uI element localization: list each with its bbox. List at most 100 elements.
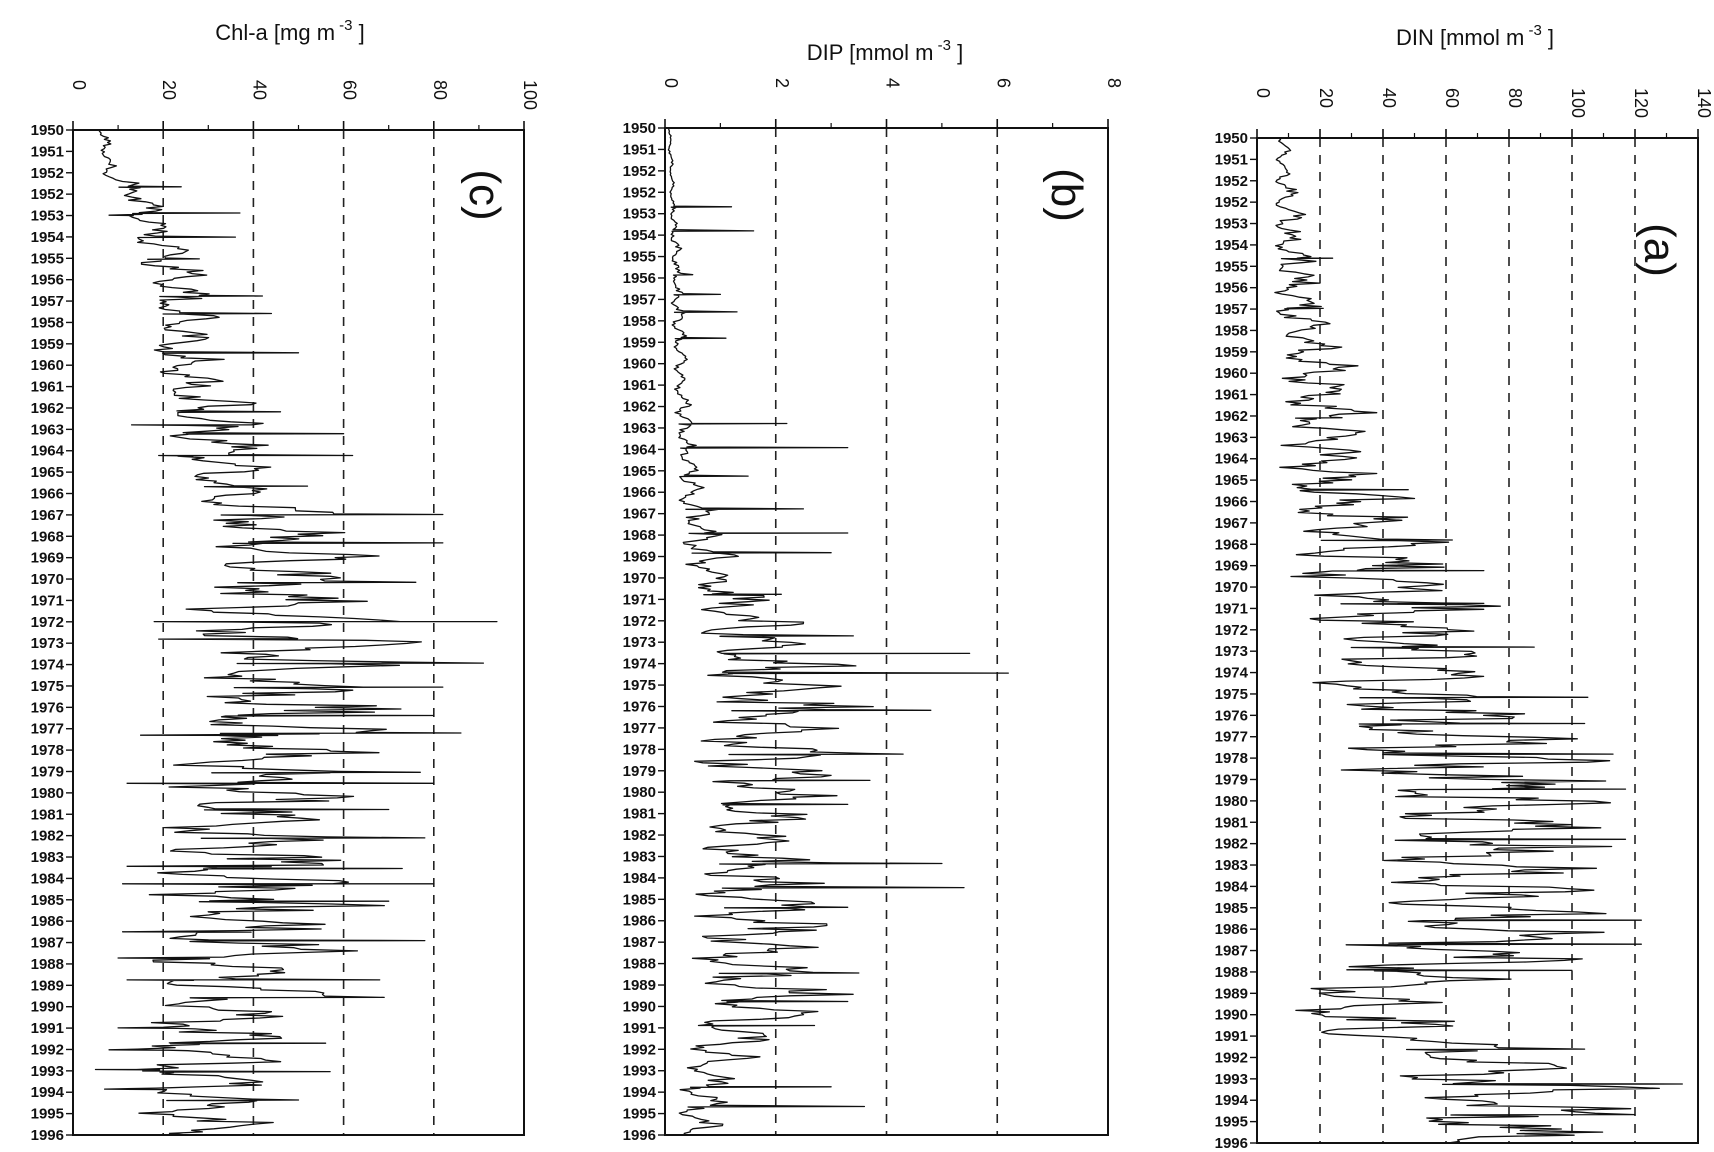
y-tick-label: 1951 — [623, 141, 656, 158]
y-tick-label: 1994 — [1215, 1092, 1249, 1109]
y-tick-label: 1981 — [31, 806, 64, 823]
y-tick-label: 1969 — [623, 549, 656, 566]
y-tick-label: 1991 — [1215, 1028, 1248, 1045]
y-tick-label: 1993 — [623, 1063, 656, 1080]
y-tick-label: 1956 — [1215, 280, 1248, 297]
y-tick-label: 1972 — [1215, 622, 1248, 639]
y-tick-label: 1974 — [1215, 665, 1249, 682]
y-tick-label: 1992 — [31, 1041, 64, 1058]
y-tick-label: 1987 — [623, 934, 656, 951]
y-tick-label: 1952 — [623, 163, 656, 180]
y-tick-label: 1952 — [31, 186, 64, 203]
y-tick-label: 1952 — [31, 165, 64, 182]
y-tick-label: 1970 — [623, 570, 656, 587]
y-tick-label: 1981 — [623, 806, 656, 823]
y-tick-label: 1985 — [1215, 900, 1248, 917]
y-tick-label: 1955 — [623, 249, 656, 266]
panel-title-suffix: ] — [1542, 25, 1554, 50]
y-tick-label: 1964 — [623, 441, 657, 458]
series-line — [94, 129, 498, 1136]
y-tick-label: 1956 — [31, 272, 64, 289]
series-line — [1274, 137, 1683, 1144]
y-tick-label: 1978 — [1215, 750, 1248, 767]
panel-title-superscript: -3 — [1524, 22, 1542, 39]
y-tick-label: 1954 — [31, 229, 65, 246]
x-tick-label: 2 — [772, 78, 792, 88]
y-tick-label: 1992 — [1215, 1049, 1248, 1066]
x-tick-label: 60 — [1442, 88, 1462, 108]
panel-title-superscript: -3 — [933, 37, 951, 54]
y-tick-label: 1972 — [31, 614, 64, 631]
y-tick-label: 1951 — [1215, 151, 1248, 168]
y-tick-label: 1988 — [1215, 964, 1248, 981]
y-tick-label: 1988 — [31, 956, 64, 973]
x-tick-label: 40 — [249, 80, 269, 100]
panel-title: Chl-a [mg m -3 ] — [215, 17, 365, 45]
y-tick-label: 1976 — [31, 699, 64, 716]
x-tick-label: 100 — [1568, 88, 1588, 118]
chart-panel-b: DIP [mmol m -3 ] 0 2 4 6 8 1950 1951 1952 1952 195… — [623, 37, 1124, 1144]
y-tick-label: 1979 — [623, 763, 656, 780]
y-tick-label: 1954 — [1215, 237, 1249, 254]
y-tick-label: 1950 — [31, 122, 64, 139]
y-tick-label: 1954 — [623, 227, 657, 244]
y-tick-label: 1971 — [31, 592, 64, 609]
y-tick-label: 1982 — [1215, 836, 1248, 853]
y-tick-label: 1955 — [31, 250, 64, 267]
y-tick-label: 1989 — [623, 977, 656, 994]
y-tick-label: 1980 — [31, 785, 64, 802]
y-tick-label: 1996 — [1215, 1135, 1248, 1152]
y-tick-label: 1956 — [623, 270, 656, 287]
y-tick-label: 1964 — [1215, 451, 1249, 468]
x-tick-label: 0 — [661, 78, 681, 88]
y-tick-label: 1959 — [623, 334, 656, 351]
y-tick-label: 1960 — [1215, 365, 1248, 382]
y-tick-label: 1952 — [1215, 173, 1248, 190]
y-tick-label: 1955 — [1215, 258, 1248, 275]
x-tick-label: 80 — [1505, 88, 1525, 108]
y-tick-label: 1971 — [1215, 600, 1248, 617]
y-tick-label: 1987 — [31, 935, 64, 952]
y-tick-label: 1986 — [31, 913, 64, 930]
y-tick-label: 1995 — [1215, 1114, 1248, 1131]
y-tick-label: 1984 — [1215, 878, 1249, 895]
y-tick-label: 1989 — [1215, 985, 1248, 1002]
y-tick-label: 1970 — [1215, 579, 1248, 596]
panel-title: DIP [mmol m -3 ] — [807, 37, 963, 65]
y-tick-label: 1974 — [623, 656, 657, 673]
panel-title-suffix: ] — [951, 40, 963, 65]
x-tick-label: 0 — [69, 80, 89, 90]
plot-frame — [72, 129, 525, 1136]
panel-title-main: DIP [mmol m — [807, 40, 934, 65]
y-tick-label: 1950 — [1215, 130, 1248, 147]
x-tick-label: 0 — [1253, 88, 1273, 98]
y-tick-label: 1952 — [623, 184, 656, 201]
y-tick-label: 1983 — [31, 849, 64, 866]
y-tick-label: 1966 — [623, 484, 656, 501]
panel-label: (c) — [460, 169, 509, 220]
y-tick-label: 1983 — [623, 848, 656, 865]
x-tick-label: 40 — [1379, 88, 1399, 108]
y-tick-label: 1968 — [623, 527, 656, 544]
y-tick-label: 1969 — [31, 550, 64, 567]
y-tick-label: 1958 — [1215, 322, 1248, 339]
y-tick-label: 1991 — [31, 1020, 64, 1037]
y-tick-label: 1985 — [623, 891, 656, 908]
y-tick-label: 1969 — [1215, 558, 1248, 575]
y-tick-label: 1979 — [1215, 771, 1248, 788]
y-tick-label: 1986 — [1215, 921, 1248, 938]
y-tick-label: 1957 — [623, 291, 656, 308]
y-tick-label: 1958 — [31, 314, 64, 331]
y-tick-label: 1990 — [1215, 1007, 1248, 1024]
y-tick-label: 1968 — [31, 528, 64, 545]
y-tick-label: 1985 — [31, 892, 64, 909]
y-tick-label: 1968 — [1215, 536, 1248, 553]
y-tick-label: 1961 — [1215, 387, 1248, 404]
x-tick-label: 20 — [159, 80, 179, 100]
y-tick-label: 1976 — [1215, 707, 1248, 724]
y-tick-label: 1966 — [31, 486, 64, 503]
y-tick-label: 1961 — [623, 377, 656, 394]
x-tick-label: 100 — [520, 80, 540, 110]
y-tick-label: 1963 — [1215, 429, 1248, 446]
